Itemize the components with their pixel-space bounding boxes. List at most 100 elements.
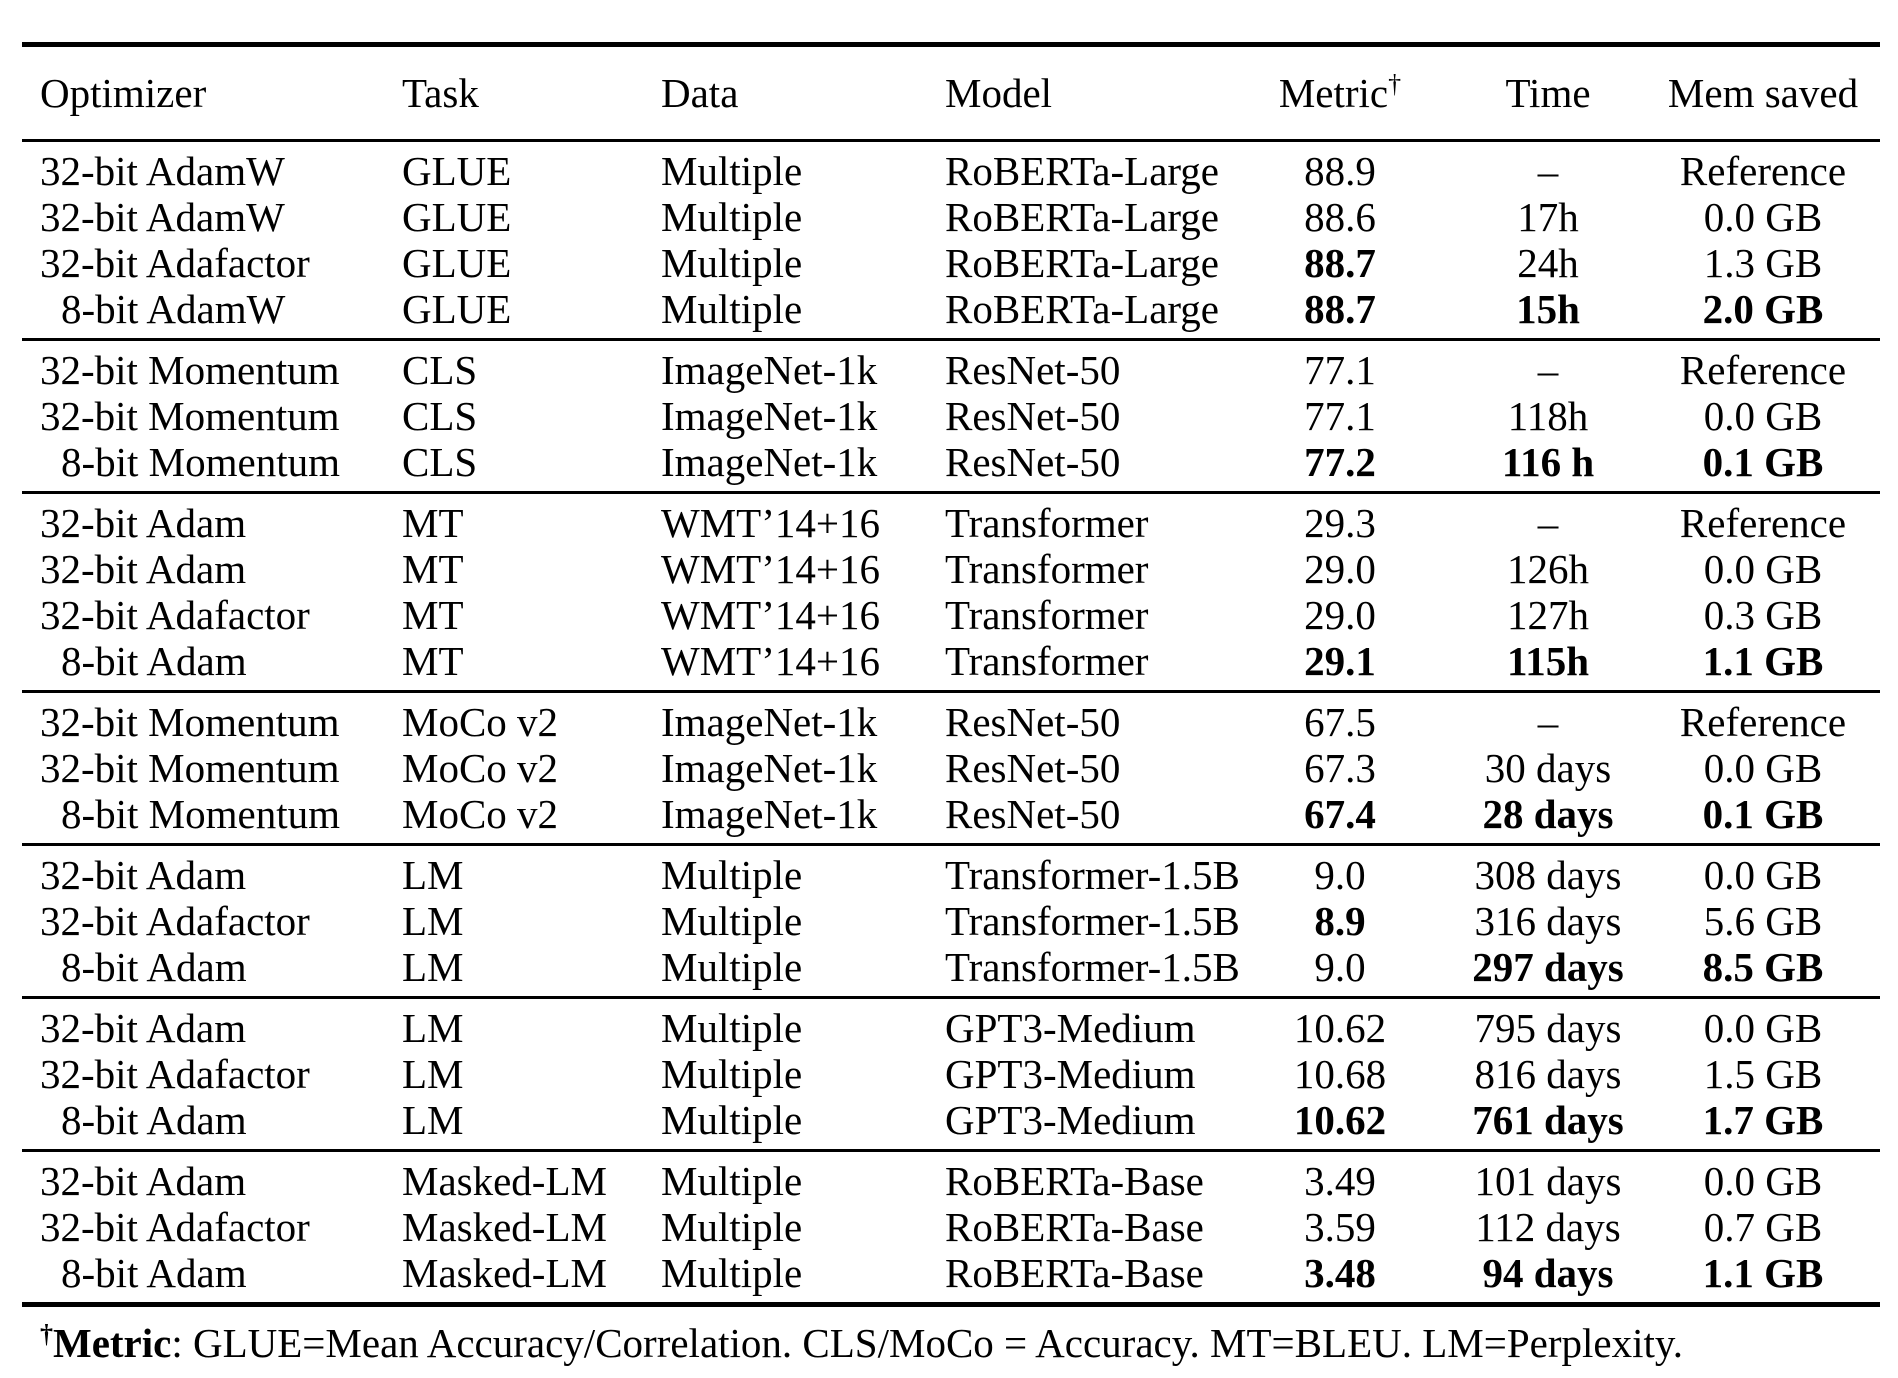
cell-optimizer: 32-bit Momentum [40,393,340,439]
table-header-row: Optimizer Task Data Model Metric† Time Mem sav… [22,47,1880,139]
column-header-time: Time [1505,70,1591,116]
cell-optimizer: 32-bit Momentum [40,745,340,791]
cell-mem: 2.0 GB [1702,286,1824,332]
cell-optimizer: 32-bit Adam [40,1005,247,1051]
cell-time: 24h [1517,240,1579,286]
cell-mem: 1.5 GB [1703,1051,1823,1097]
cell-task: MT [402,500,464,546]
cell-model: GPT3-Medium [945,1051,1196,1097]
cell-optimizer: 8-bit Adam [61,944,247,990]
column-header-optimizer: Optimizer [40,70,207,116]
cell-time: 15h [1516,286,1580,332]
cell-optimizer: 32-bit Momentum [40,699,340,745]
table-row: 8-bit AdamW GLUE Multiple RoBERTa-Large 88.7… [22,286,1880,332]
table-row: 32-bit Momentum MoCo v2 ImageNet-1k ResNet-… [22,745,1880,791]
cell-mem: Reference [1679,347,1847,393]
cell-model: Transformer-1.5B [945,852,1240,898]
cell-data: ImageNet-1k [661,745,878,791]
cell-metric: 88.7 [1304,286,1376,332]
footnote-text: : GLUE=Mean Accuracy/Correlation. CLS/Mo… [171,1320,1683,1366]
cell-time: 308 days [1474,852,1622,898]
cell-data: Multiple [661,194,803,240]
cell-mem: 0.0 GB [1703,852,1823,898]
table-row: 32-bit AdamW GLUE Multiple RoBERTa-Large 88.… [22,148,1880,194]
cell-model: GPT3-Medium [945,1097,1196,1143]
table-row: 32-bit Momentum CLS ImageNet-1k ResNet-50 77… [22,393,1880,439]
table-row: 8-bit Adam LM Multiple Transformer-1.5B 9.0 2… [22,944,1880,990]
cell-task: MT [402,592,464,638]
cell-task: MoCo v2 [402,745,559,791]
column-header-mem-saved: Mem saved [1667,70,1859,116]
cell-data: Multiple [661,1158,803,1204]
cell-model: RoBERTa-Large [945,194,1220,240]
cell-task: GLUE [402,194,512,240]
cell-model: RoBERTa-Large [945,148,1220,194]
cell-metric: 9.0 [1314,944,1366,990]
cell-model: ResNet-50 [945,439,1121,485]
cell-mem: 0.0 GB [1703,393,1823,439]
cell-optimizer: 8-bit Adam [61,1097,247,1143]
cell-metric: 77.1 [1304,347,1376,393]
cell-task: LM [402,1005,464,1051]
table-row: 32-bit Momentum MoCo v2 ImageNet-1k ResNet-… [22,699,1880,745]
cell-data: Multiple [661,1005,803,1051]
column-header-metric: Metric† [1278,69,1402,116]
cell-metric: 88.6 [1304,194,1376,240]
table-row: 32-bit Adam MT WMT’14+16 Transformer 29.3 – Re… [22,500,1880,546]
cell-mem: 1.1 GB [1702,638,1824,684]
dagger-superscript: † [40,1319,53,1349]
cell-mem: Reference [1679,500,1847,546]
cell-model: RoBERTa-Large [945,286,1220,332]
cell-time: 17h [1517,194,1579,240]
cell-task: LM [402,944,464,990]
cell-metric: 8.9 [1314,898,1366,944]
table-row: 32-bit Adam LM Multiple GPT3-Medium 10.62 795… [22,1005,1880,1051]
cell-time: 795 days [1474,1005,1622,1051]
cell-data: ImageNet-1k [661,393,878,439]
cell-task: MoCo v2 [402,699,559,745]
table-row: 32-bit Momentum CLS ImageNet-1k ResNet-50 77… [22,347,1880,393]
cell-mem: Reference [1679,148,1847,194]
cell-time: 126h [1507,546,1589,592]
cell-data: Multiple [661,240,803,286]
cell-optimizer: 8-bit Momentum [61,439,341,485]
cell-mem: 1.1 GB [1702,1250,1824,1296]
cell-time: – [1537,347,1559,393]
cell-task: MoCo v2 [402,791,559,837]
cell-model: RoBERTa-Large [945,240,1220,286]
cell-metric: 77.2 [1304,439,1376,485]
column-header-model: Model [945,70,1053,116]
cell-model: ResNet-50 [945,791,1121,837]
table-group: 32-bit Momentum CLS ImageNet-1k ResNet-50 77… [22,338,1880,491]
cell-optimizer: 8-bit AdamW [61,286,286,332]
footnote: †Metric: GLUE=Mean Accuracy/Correlation.… [22,1307,1880,1367]
cell-model: Transformer [945,500,1149,546]
cell-data: Multiple [661,1097,803,1143]
table-header-rule [22,139,1880,142]
table-row: 32-bit Adafactor Masked-LM Multiple RoBERTa… [22,1204,1880,1250]
table-row: 8-bit Adam Masked-LM Multiple RoBERTa-Base 3… [22,1250,1880,1296]
cell-data: Multiple [661,1204,803,1250]
cell-metric: 67.5 [1304,699,1376,745]
cell-metric: 67.4 [1304,791,1376,837]
cell-time: 112 days [1475,1204,1621,1250]
cell-data: ImageNet-1k [661,699,878,745]
results-table: Optimizer Task Data Model Metric† Time Mem sav… [22,42,1880,1367]
cell-data: ImageNet-1k [661,791,878,837]
cell-time: – [1537,500,1559,546]
cell-mem: Reference [1679,699,1847,745]
cell-mem: 8.5 GB [1702,944,1824,990]
cell-task: LM [402,898,464,944]
table-row: 32-bit AdamW GLUE Multiple RoBERTa-Large 88.… [22,194,1880,240]
cell-metric: 29.3 [1304,500,1376,546]
cell-optimizer: 32-bit AdamW [40,194,285,240]
cell-time: – [1537,148,1559,194]
cell-optimizer: 32-bit Adam [40,546,247,592]
cell-data: ImageNet-1k [661,439,878,485]
cell-model: RoBERTa-Base [945,1204,1204,1250]
table-group: 32-bit Adam LM Multiple Transformer-1.5B 9.0… [22,843,1880,996]
cell-task: LM [402,1051,464,1097]
column-header-task: Task [402,70,479,116]
cell-time: 816 days [1474,1051,1622,1097]
table-row: 32-bit Adam MT WMT’14+16 Transformer 29.0 126… [22,546,1880,592]
